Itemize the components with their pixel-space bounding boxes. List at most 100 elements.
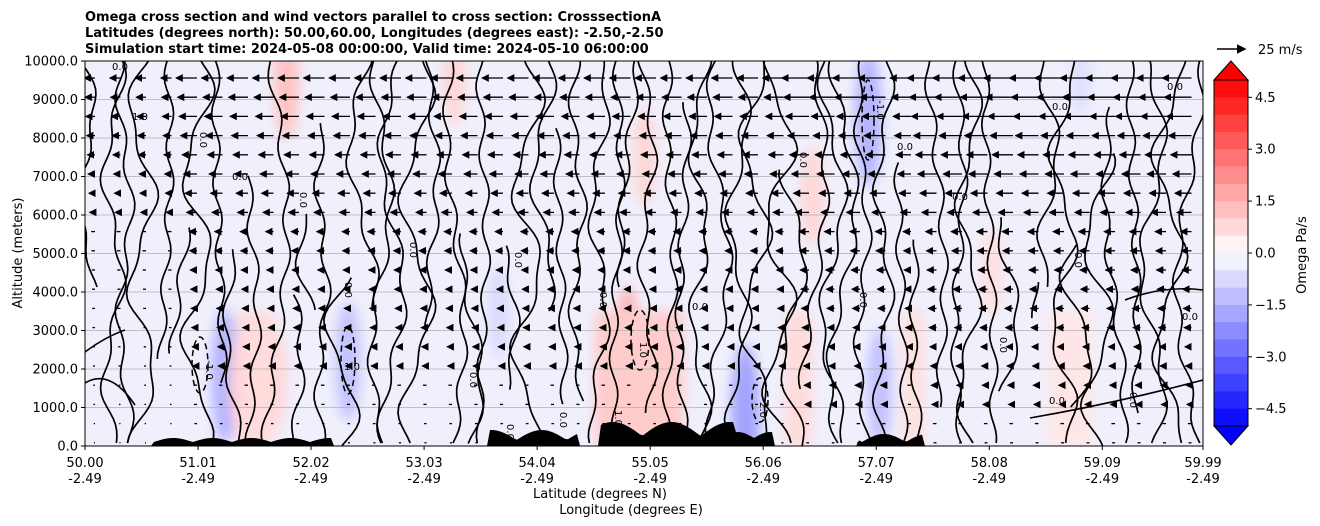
colorbar-level — [1214, 97, 1248, 116]
quiver-key: 25 m/s — [1217, 43, 1303, 58]
colorbar-level — [1214, 304, 1248, 323]
x-tick-label-lat: 53.03 — [405, 456, 442, 471]
x-tick-label-lon: -2.49 — [520, 472, 554, 487]
contour-line — [1139, 61, 1169, 444]
x-tick-label-lat: 59.99 — [1184, 456, 1221, 471]
x-tick-label-lat: 55.05 — [632, 456, 669, 471]
contour-label: 0.0 — [112, 62, 128, 73]
colorbar-tick-label: −4.5 — [1255, 402, 1287, 417]
omega-region — [1070, 61, 1092, 118]
x-tick-label-lon: -2.49 — [181, 472, 215, 487]
x-tick-label-lon: -2.49 — [294, 472, 328, 487]
contour-line — [423, 61, 442, 330]
contour-line — [508, 61, 547, 444]
wind-vectors — [85, 74, 1194, 444]
omega-region — [236, 311, 276, 446]
colorbar-extend-min — [1212, 425, 1250, 446]
x-tick-label-lat: 58.08 — [971, 456, 1008, 471]
contour-line — [723, 61, 753, 444]
contour-label: 0.0 — [1182, 312, 1198, 323]
chart-title-line-2: Latitudes (degrees north): 50.00,60.00, … — [85, 26, 664, 41]
contour-line — [737, 61, 774, 444]
y-axis-label: Altitude (meters) — [11, 198, 26, 309]
contour-label: 2.0 — [757, 402, 768, 418]
contour-line — [505, 245, 521, 390]
omega-region — [730, 344, 760, 446]
contour-label: 1.0 — [132, 112, 148, 123]
contour-line — [980, 61, 999, 444]
colorbar-level — [1214, 287, 1248, 306]
colorbar-level — [1214, 339, 1248, 358]
contour-line-negative — [630, 309, 650, 371]
contour-line — [1079, 153, 1117, 446]
x-tick-label-lat: 50.00 — [66, 456, 103, 471]
contour-line — [997, 217, 1020, 392]
contour-line — [85, 66, 98, 288]
x-tick-label-lon: -2.49 — [1085, 472, 1119, 487]
contour-line — [290, 294, 306, 445]
contour-line-negative — [751, 377, 769, 423]
contour-line — [85, 377, 136, 406]
contour-label: 0.0 — [1072, 252, 1083, 268]
contour-label: 1.0 — [637, 342, 648, 358]
y-tick-label: 6000.0 — [33, 209, 79, 224]
x-tick-label-lon: -2.49 — [68, 472, 102, 487]
y-tick-label: 5000.0 — [33, 247, 79, 262]
terrain-silhouette — [85, 422, 1203, 446]
terrain — [85, 422, 1203, 446]
contour-line — [345, 61, 380, 312]
colorbar-level — [1214, 391, 1248, 410]
x-axis-label-longitude: Longitude (degrees E) — [559, 503, 703, 518]
contour-line — [1046, 61, 1079, 444]
colorbar-level — [1214, 183, 1248, 202]
y-tick-label: 9000.0 — [33, 93, 79, 108]
colorbar-tick-label: 1.5 — [1255, 195, 1276, 210]
contour-label: 0.0 — [467, 372, 478, 388]
contour-line — [85, 329, 126, 353]
colorbar-level — [1214, 149, 1248, 167]
contour-line — [167, 227, 192, 354]
chart-title-line-1: Omega cross section and wind vectors par… — [85, 10, 661, 25]
contour-line — [1125, 61, 1142, 414]
x-tick-label-lon: -2.49 — [633, 472, 667, 487]
colorbar-level — [1214, 374, 1248, 392]
contour-label: 0.0 — [297, 192, 308, 208]
omega-region — [335, 301, 361, 422]
contour-line — [797, 61, 831, 390]
contour-label: 0.0 — [597, 292, 608, 308]
chart-title-line-3: Simulation start time: 2024-05-08 00:00:… — [85, 42, 649, 57]
y-tick-label: 1000.0 — [33, 401, 79, 416]
colorbar-level — [1214, 131, 1248, 150]
colorbar-level — [1214, 408, 1248, 427]
contour-line — [244, 175, 263, 446]
colorbar-label: Omega Pa/s — [1295, 216, 1310, 294]
x-tick-label-lon: -2.49 — [746, 472, 780, 487]
y-tick-label: 2000.0 — [33, 363, 79, 378]
contour-line — [953, 61, 984, 444]
contour-label: 0.0 — [1052, 102, 1068, 113]
colorbar-tick-label: 4.5 — [1255, 91, 1276, 106]
y-tick-label: 0.0 — [57, 440, 78, 455]
contour-label: 0.0 — [512, 252, 523, 268]
contour-line — [636, 61, 659, 414]
contour-line — [114, 61, 136, 444]
colorbar-level — [1214, 166, 1248, 185]
x-tick-label-lat: 56.06 — [745, 456, 782, 471]
contour-label: 0.0 — [504, 424, 515, 440]
contour-label: 0.0 — [692, 302, 708, 313]
contour-line — [260, 61, 292, 444]
contour-label: 0.0 — [1127, 392, 1138, 408]
contour-line — [222, 249, 242, 446]
contour-line — [475, 61, 492, 444]
contour-line — [661, 61, 679, 444]
contour-line — [179, 61, 216, 444]
x-tick-label-lon: -2.49 — [1186, 472, 1220, 487]
contour-label: 0.0 — [997, 337, 1008, 353]
contour-label: 0.0 — [952, 192, 968, 203]
contour-label: 0.0 — [797, 152, 808, 168]
x-tick-label-lat: 59.09 — [1084, 456, 1121, 471]
contour-line-negative — [340, 325, 356, 395]
y-tick-label: 7000.0 — [33, 170, 79, 185]
contour-line — [552, 127, 569, 405]
